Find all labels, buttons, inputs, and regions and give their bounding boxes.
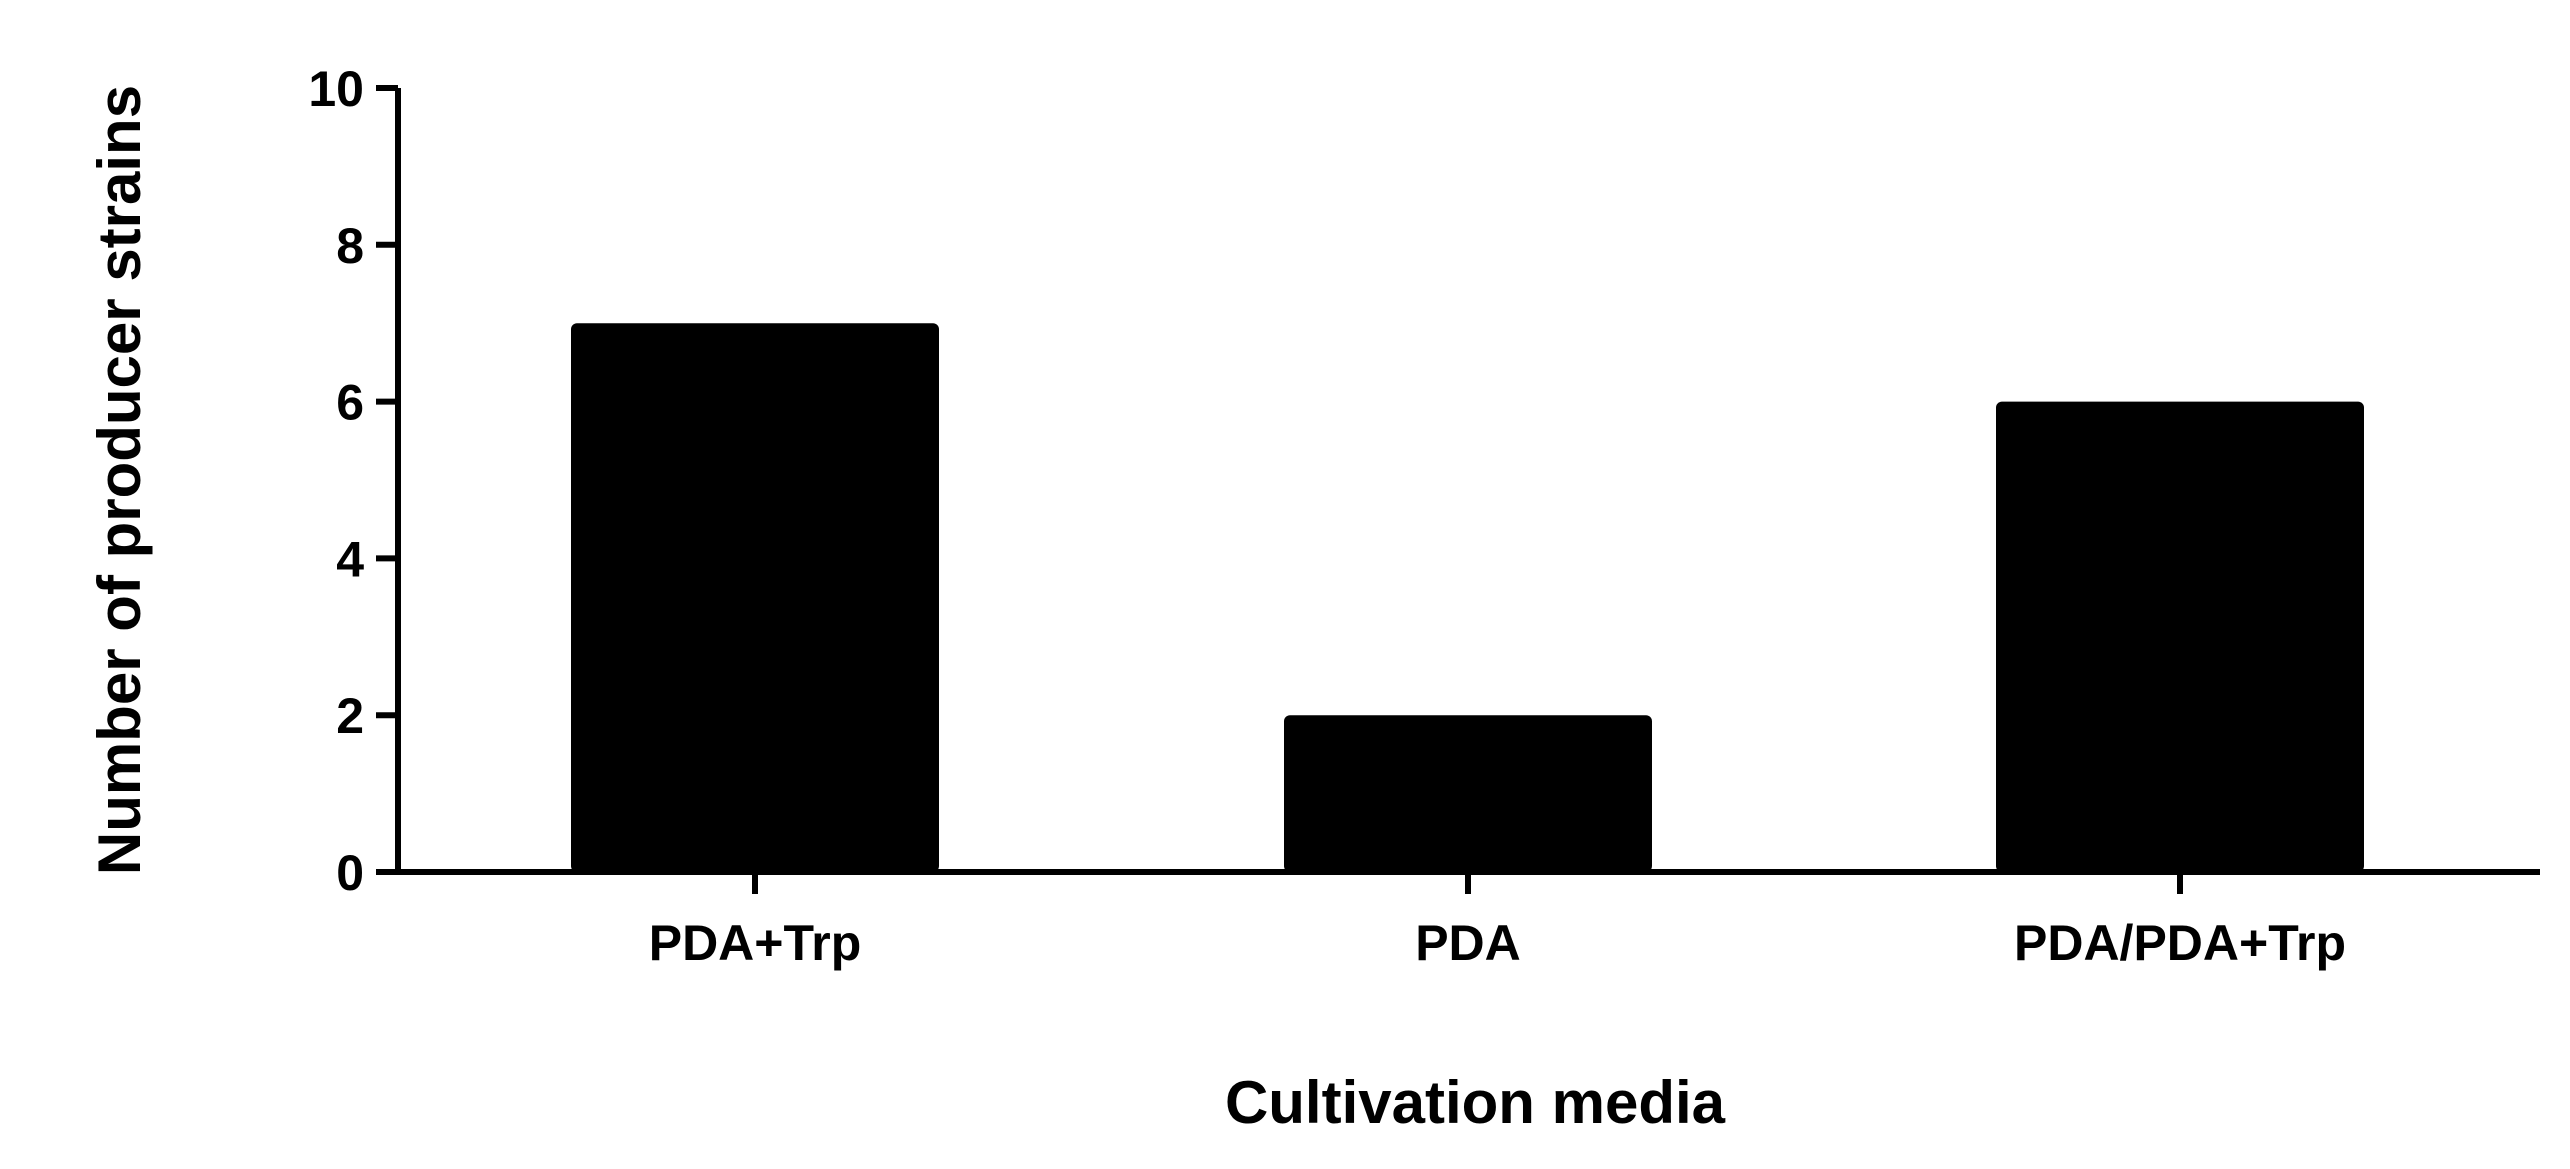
y-axis: 0 2 4 6 8 10 [308,61,401,901]
bars-group [571,323,2364,872]
x-axis: PDA+Trp PDA PDA/PDA+Trp [376,869,2540,971]
y-tick-label-3: 6 [336,375,364,431]
bar-2 [1996,401,2364,872]
x-tick-label-1: PDA [1415,915,1521,971]
y-axis-title: Number of producer strains [86,85,153,875]
bar-0 [571,323,939,872]
y-tick-label-0: 0 [336,845,364,901]
y-tick-label-2: 4 [336,531,364,587]
x-tick-label-0: PDA+Trp [649,915,862,971]
x-tick-label-2: PDA/PDA+Trp [2014,915,2346,971]
y-tick-label-5: 10 [308,61,364,117]
x-axis-title: Cultivation media [1225,1069,1726,1136]
bar-1 [1284,715,1652,872]
y-tick-label-1: 2 [336,688,364,744]
y-tick-label-4: 8 [336,218,364,274]
